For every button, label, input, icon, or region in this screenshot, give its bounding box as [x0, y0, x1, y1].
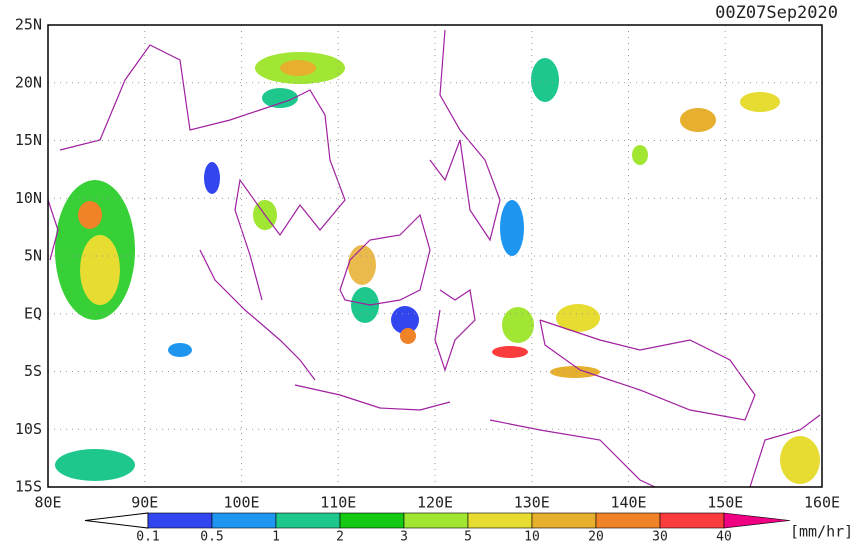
lat-label: 25N — [15, 16, 42, 34]
lon-label: 100E — [223, 494, 259, 512]
colorbar-box — [147, 512, 213, 529]
colorbar: 0.1 0.5 1 2 3 5 10 20 30 40 — [84, 512, 791, 544]
lon-label: 110E — [320, 494, 356, 512]
colorbar-label: 20 — [588, 530, 604, 544]
colorbar-box — [595, 512, 661, 529]
colorbar-low-arrow — [84, 512, 149, 529]
colorbar-label: 30 — [652, 530, 668, 544]
colorbar-label: 5 — [464, 530, 472, 544]
graticule — [48, 25, 822, 487]
colorbar-box — [531, 512, 597, 529]
lat-label: 5N — [24, 247, 42, 265]
colorbar-box — [659, 512, 725, 529]
lat-label: 20N — [15, 73, 42, 91]
colorbar-label: 2 — [336, 530, 344, 544]
coastlines — [47, 29, 821, 488]
lon-label: 140E — [610, 494, 646, 512]
lat-label: 15N — [15, 131, 42, 149]
colorbar-label: 40 — [716, 530, 732, 544]
colorbar-box — [275, 512, 341, 529]
lat-label: 15S — [15, 478, 42, 496]
lon-label: 130E — [514, 494, 550, 512]
colorbar-label: 0.1 — [136, 530, 159, 544]
map-frame — [47, 24, 823, 488]
colorbar-label: 3 — [400, 530, 408, 544]
colorbar-label: 1 — [272, 530, 280, 544]
colorbar-high-arrow — [723, 512, 791, 529]
lat-label: 10N — [15, 189, 42, 207]
colorbar-box — [467, 512, 533, 529]
lon-label: 120E — [417, 494, 453, 512]
colorbar-box — [211, 512, 277, 529]
lon-label: 80E — [34, 494, 61, 512]
colorbar-label: 0.5 — [200, 530, 223, 544]
precipitation — [55, 52, 820, 484]
lon-label: 160E — [804, 494, 840, 512]
lat-label: EQ — [24, 304, 42, 322]
colorbar-unit: [mm/hr] — [790, 523, 853, 541]
colorbar-label: 10 — [524, 530, 540, 544]
lon-label: 150E — [707, 494, 743, 512]
map-title: 00Z07Sep2020 — [715, 3, 838, 23]
colorbar-box — [339, 512, 405, 529]
lon-label: 90E — [131, 494, 158, 512]
lat-label: 10S — [15, 420, 42, 438]
colorbar-box — [403, 512, 469, 529]
lat-label: 5S — [24, 362, 42, 380]
